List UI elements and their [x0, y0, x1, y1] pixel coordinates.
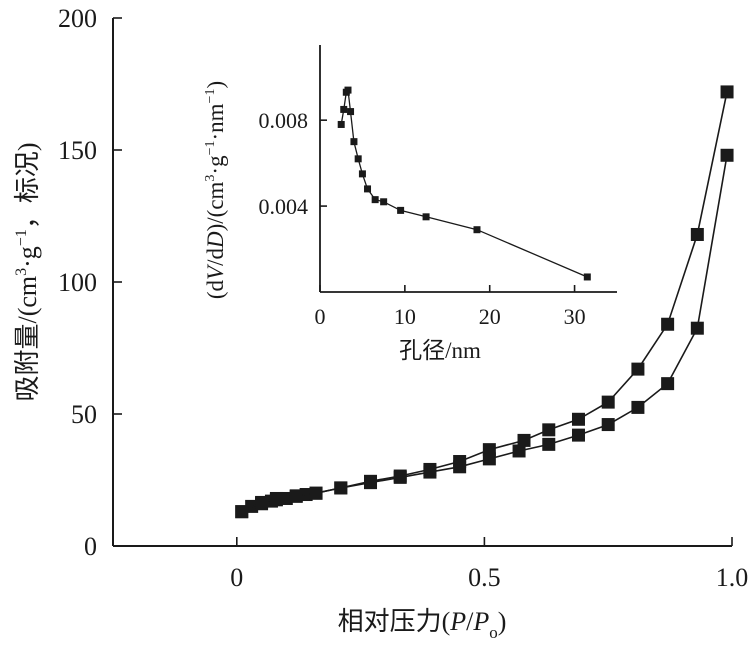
- inset-ylabel-part-5: )/(cm: [203, 181, 228, 231]
- main-x-axis-title: 相对压力(P/Po): [338, 607, 507, 642]
- inset-ylabel-part-sup3: 3: [203, 175, 218, 182]
- data-point: [690, 227, 704, 241]
- data-point: [358, 170, 366, 178]
- data-point: [289, 489, 303, 503]
- data-point: [371, 196, 379, 204]
- x-tick-label: 10: [394, 304, 416, 329]
- data-point: [720, 148, 734, 162]
- data-point: [720, 85, 734, 99]
- data-point: [309, 486, 323, 500]
- inset-ylabel-part-g: ·g: [203, 155, 228, 175]
- y-tick-label: 0.004: [259, 194, 309, 219]
- xlabel-part-slash: /: [466, 607, 474, 636]
- data-point: [583, 273, 591, 281]
- y-tick-label: 0: [84, 532, 97, 561]
- inset-ylabel-part-v: V: [203, 263, 228, 280]
- xlabel-part-p: P: [449, 607, 466, 636]
- inset-ylabel-part-3: /d: [203, 248, 228, 266]
- data-point: [423, 462, 437, 476]
- data-point: [473, 226, 481, 234]
- data-point: [631, 362, 645, 376]
- data-point: [337, 120, 345, 128]
- data-point: [279, 491, 293, 505]
- inset-ylabel-part-close: ): [203, 81, 228, 89]
- data-point: [344, 86, 352, 94]
- data-point: [347, 108, 355, 116]
- xlabel-part-close: ): [498, 607, 507, 636]
- data-point: [601, 395, 615, 409]
- inset-ylabel-part-d: D: [203, 231, 228, 249]
- y-tick-label: 100: [58, 268, 97, 297]
- inset-ylabel-part-1: (d: [203, 279, 228, 299]
- data-point: [571, 428, 585, 442]
- inset-x-axis-title: 孔径/nm: [399, 338, 481, 363]
- y-tick-label: 0.008: [259, 108, 309, 133]
- ylabel-part-sup-1: −1: [13, 229, 30, 246]
- data-point: [512, 444, 526, 458]
- data-point: [397, 206, 405, 214]
- inset-ticks: 0 10 20 30 0.004 0.008: [259, 108, 586, 329]
- data-point: [235, 505, 249, 519]
- y-tick-label: 150: [58, 136, 97, 165]
- data-point: [340, 105, 348, 113]
- ylabel-part-prefix: 吸附量/(cm: [13, 276, 42, 402]
- x-tick-label: 0: [230, 563, 243, 592]
- data-point: [517, 433, 531, 447]
- xlabel-part-sub: o: [489, 623, 498, 642]
- x-tick-label: 0.5: [468, 563, 501, 592]
- xlabel-part-p2: P: [472, 607, 489, 636]
- y-tick-label: 200: [58, 4, 97, 33]
- main-y-axis-title: 吸附量/(cm3·g−1，标况): [13, 142, 42, 401]
- x-tick-label: 0: [315, 304, 326, 329]
- data-point: [364, 474, 378, 488]
- data-point: [354, 155, 362, 163]
- data-point: [380, 198, 388, 206]
- data-point: [661, 317, 675, 331]
- inset-ylabel-part-sup-1b: −1: [203, 89, 218, 104]
- inset-ylabel-part-sup-1a: −1: [203, 141, 218, 156]
- ylabel-part-sup3: 3: [13, 268, 30, 276]
- xlabel-part-prefix: 相对压力(: [338, 607, 451, 636]
- data-point: [364, 185, 372, 193]
- main-series: [235, 85, 734, 519]
- data-point: [482, 443, 496, 457]
- data-point: [393, 469, 407, 483]
- x-tick-label: 30: [564, 304, 586, 329]
- series-line-0: [340, 88, 588, 278]
- data-point: [601, 418, 615, 432]
- data-point: [661, 377, 675, 391]
- data-point: [269, 491, 283, 505]
- data-point: [542, 423, 556, 437]
- ylabel-part-g: ·g: [13, 246, 42, 268]
- data-point: [631, 400, 645, 414]
- data-point: [453, 455, 467, 469]
- data-point: [334, 481, 348, 495]
- x-tick-label: 20: [479, 304, 501, 329]
- data-point: [690, 321, 704, 335]
- data-point: [255, 495, 269, 509]
- data-point: [542, 437, 556, 451]
- x-tick-label: 1.0: [716, 563, 749, 592]
- inset-ylabel-part-nm: ·nm: [203, 103, 228, 140]
- inset-series: [337, 86, 591, 281]
- data-point: [571, 412, 585, 426]
- ylabel-part-suffix: ，标况): [13, 142, 42, 229]
- data-point: [350, 138, 358, 146]
- data-point: [422, 213, 430, 221]
- inset-y-axis-title: (dV/dD)/(cm3·g−1·nm−1): [203, 81, 228, 299]
- y-tick-label: 50: [71, 400, 97, 429]
